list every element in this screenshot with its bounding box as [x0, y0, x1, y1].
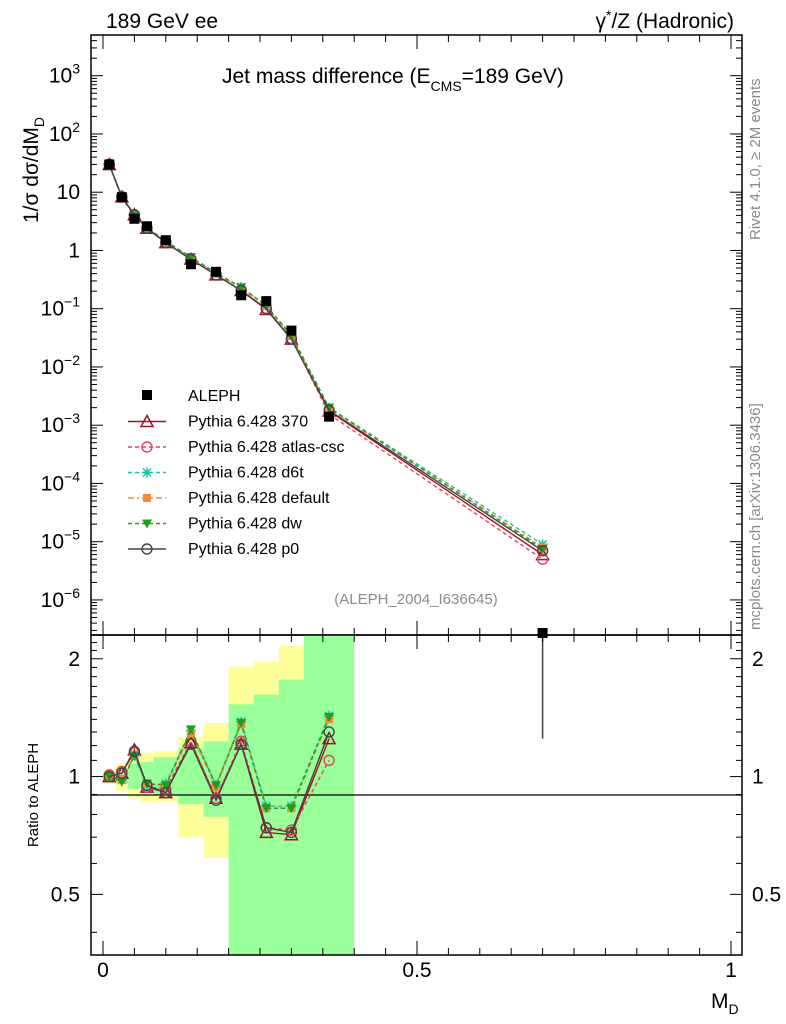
legend-label: Pythia 6.428 default [188, 490, 330, 507]
legend-label: Pythia 6.428 370 [188, 414, 308, 431]
analysis-tag: (ALEPH_2004_I636645) [334, 591, 497, 608]
ratio-series-point [236, 719, 247, 729]
ratio-stat-band [253, 694, 279, 955]
ratio-series-point [128, 745, 141, 758]
ratio-series-point [261, 804, 272, 814]
aleph-data-point [141, 221, 152, 232]
ratio-y-axis-label: Ratio to ALEPH [25, 743, 42, 847]
main-series-line [108, 164, 543, 550]
ratio-y-tick-label-right: 2 [752, 648, 764, 671]
legend-label: ALEPH [188, 388, 240, 405]
ratio-series-point [183, 735, 199, 749]
ratio-series-point [116, 767, 128, 779]
main-series-line [108, 164, 543, 552]
aleph-data-point [211, 266, 222, 277]
x-axis-label: MD [711, 990, 739, 1017]
main-y-axis-ticks: 10−6 10−5 10−4 10−3 10−2 10−1 1 10 102 103 [41, 34, 742, 631]
ratio-series-line [109, 731, 330, 834]
main-y-tick-label: 10−4 [41, 468, 81, 495]
legend-aleph-marker [142, 390, 152, 400]
legend-marker [142, 467, 152, 478]
aleph-data-point [116, 192, 127, 203]
ratio-series-point [323, 726, 335, 738]
main-y-tick-label: 10−1 [41, 294, 81, 321]
aleph-data-point [261, 296, 272, 307]
ratio-series-point [324, 712, 335, 722]
ratio-series-point [104, 772, 115, 782]
main-y-tick-label: 10−3 [41, 410, 81, 437]
mcplots-reference-label: mcplots.cern.ch [arXiv:1306.3436] [747, 403, 764, 630]
ratio-y-tick-label: 1 [68, 766, 80, 789]
legend-label: Pythia 6.428 dw [188, 516, 302, 533]
aleph-data-point [286, 325, 297, 336]
ratio-series-point [235, 738, 247, 750]
legend-marker [142, 519, 152, 529]
ratio-series-point [141, 779, 153, 791]
star-stroke [142, 467, 152, 478]
aleph-data-point [324, 411, 335, 422]
aleph-data-point [185, 259, 196, 270]
ratio-series-point [160, 781, 171, 791]
rivet-version-label: Rivet 4.1.0, ≥ 2M events [747, 78, 764, 240]
ratio-y-tick-label: 2 [68, 648, 80, 671]
ratio-series-point [160, 786, 172, 799]
aleph-data-points [104, 159, 548, 638]
aleph-data-point [129, 213, 140, 224]
legend-marker [141, 441, 153, 453]
plot-title: Jet mass difference (ECMS=189 GeV) [222, 65, 564, 94]
legend-marker [143, 494, 151, 502]
aleph-data-point [104, 159, 115, 170]
main-series-point [536, 545, 549, 557]
ratio-series-point [285, 826, 298, 839]
x-tick-label: 1 [725, 959, 737, 982]
ratio-series-point [211, 781, 222, 791]
x-tick-label: 0 [97, 959, 109, 982]
main-y-tick-label: 10−5 [41, 527, 81, 554]
ratio-series-line [109, 716, 330, 809]
legend-label: Pythia 6.428 d6t [188, 465, 304, 482]
header-energy-label: 189 GeV ee [106, 10, 218, 33]
legend-label: Pythia 6.428 p0 [188, 541, 299, 558]
x-tick-label: 0.5 [402, 959, 431, 982]
ratio-y-axis-ticks: 0.5 0.5 1 1 2 2 [51, 642, 781, 933]
main-series-point [537, 544, 548, 554]
legend: ALEPH Pythia 6.428 370 Pythia 6.428 atlas-… [128, 388, 345, 558]
ratio-stat-band [278, 679, 304, 955]
main-y-tick-label: 1 [68, 239, 80, 262]
legend-label: Pythia 6.428 atlas-csc [188, 439, 345, 456]
main-y-tick-label: 10 [57, 181, 80, 204]
aleph-data-point [236, 290, 247, 301]
main-series-line [108, 164, 543, 545]
ratio-series-point [185, 738, 197, 750]
legend-marker [141, 543, 153, 555]
ratio-series-point [260, 822, 272, 834]
ratio-series-point [323, 754, 335, 767]
main-y-tick-label: 10−2 [41, 352, 81, 379]
ratio-y-tick-label: 0.5 [51, 883, 80, 906]
ratio-series-point [103, 770, 115, 783]
ratio-stat-band [128, 763, 141, 789]
header-process-label: γ*/Z (Hadronic) [596, 7, 734, 33]
main-series-point [536, 553, 549, 565]
main-y-tick-label: 10−6 [41, 585, 81, 612]
ratio-series-layer [102, 635, 544, 841]
main-y-axis-label: 1/σ dσ/dMD [20, 117, 47, 223]
ratio-series-point [116, 777, 127, 787]
x-axis-ticks: 0 0.5 1 [97, 35, 737, 982]
aleph-data-point [160, 235, 171, 246]
ratio-y-tick-label-right: 1 [752, 766, 764, 789]
legend-marker [139, 413, 155, 428]
ratio-series-point [185, 725, 196, 735]
ratio-series-point [210, 794, 222, 806]
ratio-y-tick-label-right: 0.5 [752, 883, 781, 906]
ratio-series-point [286, 804, 297, 814]
main-y-tick-label: 103 [49, 61, 80, 88]
main-y-tick-label: 102 [49, 119, 80, 146]
